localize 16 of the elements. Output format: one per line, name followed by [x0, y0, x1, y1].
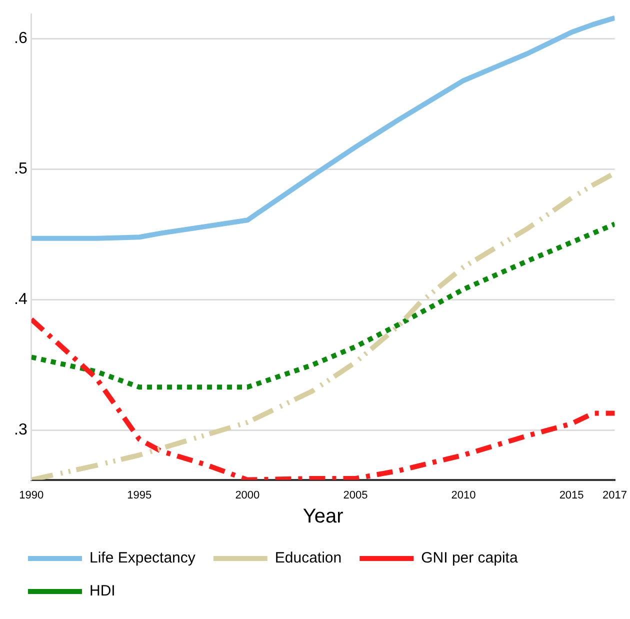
y-tick-label: .3	[14, 422, 28, 439]
x-tick-label: 2005	[343, 489, 368, 502]
x-tick-label: 2015	[559, 489, 584, 502]
y-tick-label: .4	[14, 291, 28, 308]
x-tick-label: 2000	[235, 489, 260, 502]
legend-label: Education	[274, 550, 342, 567]
x-tick-label: 1990	[19, 489, 44, 502]
x-tick-label: 2010	[451, 489, 476, 502]
x-tick-label: 2017	[602, 489, 628, 502]
legend-label: GNI per capita	[421, 550, 518, 567]
x-tick-label: 1995	[127, 489, 152, 502]
x-axis-title: Year	[302, 506, 344, 528]
y-tick-label: .6	[14, 30, 28, 48]
y-tick-label: .5	[14, 160, 28, 178]
legend-label: Life Expectancy	[90, 550, 196, 567]
legend-label: HDI	[90, 582, 116, 600]
